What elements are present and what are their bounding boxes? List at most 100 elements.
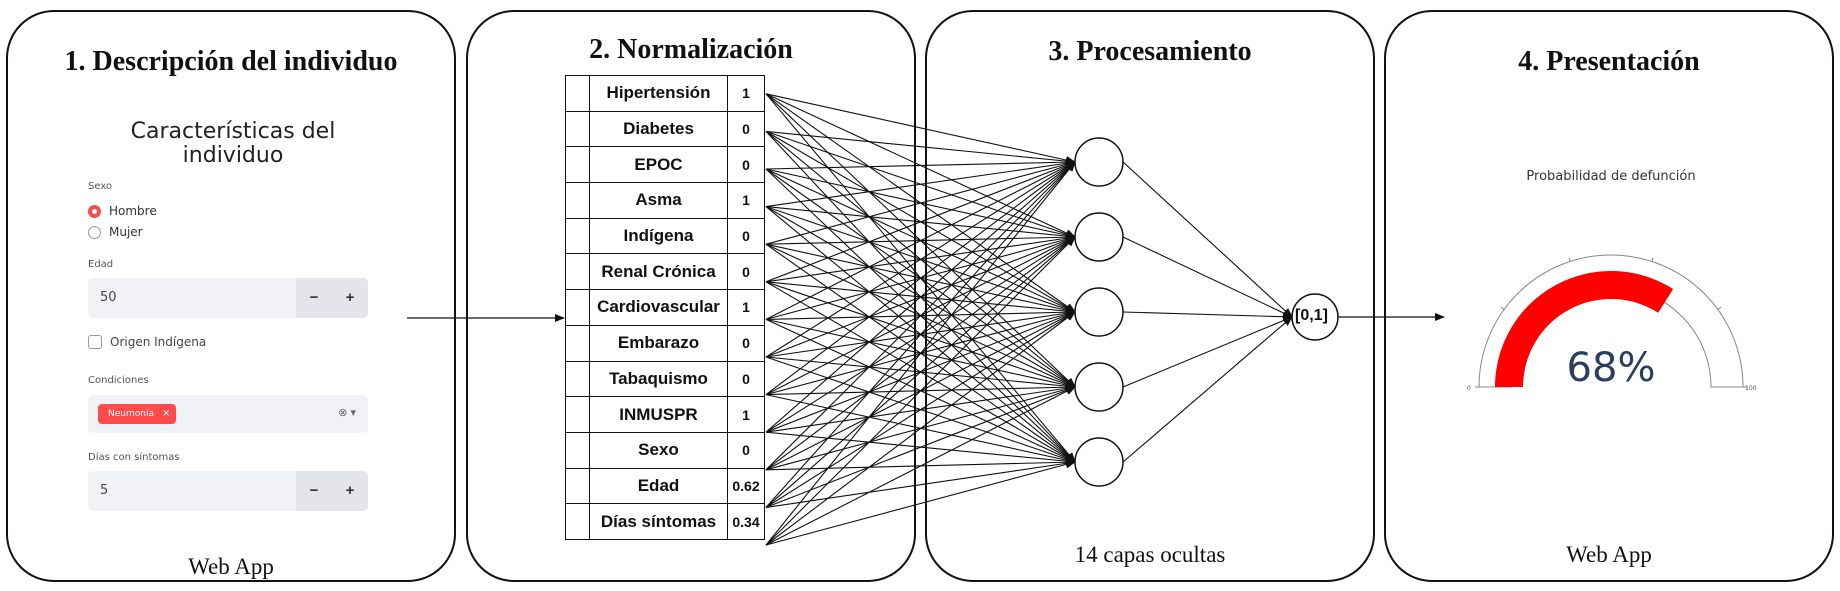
input-hidden-connection [765,386,1076,546]
dias-value: 5 [100,483,109,498]
feature-value: 0 [727,360,765,398]
input-hidden-connection [765,161,1076,433]
feature-value: 0 [727,110,765,148]
input-hidden-connection [765,161,1076,396]
feature-row: Indígena 0 [565,217,765,255]
radio-unselected-icon [88,225,101,239]
gauge-tick [1717,306,1722,310]
input-hidden-connection [765,459,1076,508]
radio-hombre-label: Hombre [109,204,157,218]
dias-input[interactable]: 5 − + [88,471,368,511]
condicion-tag[interactable]: Neumonía × [98,404,177,424]
sexo-label: Sexo [88,181,113,192]
hidden-node [1074,287,1124,337]
feature-row: Cardiovascular 1 [565,289,765,326]
gauge: 0 100 [1467,254,1757,392]
edad-label: Edad [88,259,114,270]
panel-3-footer: 14 capas ocultas [1074,542,1226,567]
feature-value: 1 [727,182,765,219]
feature-row: EPOC 0 [565,146,765,184]
condiciones-multiselect[interactable]: Neumonía × ⊗ ▾ [88,395,368,433]
gauge-min-label: 0 [1467,385,1471,392]
hidden-node [1074,137,1124,187]
input-hidden-connection [765,161,1076,546]
indigena-checkbox[interactable]: Origen Indígena [88,335,206,349]
panel-descripcion: 1. Descripción del individuo Característ… [6,10,456,582]
feature-value: 0.62 [727,467,765,505]
feature-value: 1 [727,75,765,112]
input-hidden-connection [765,93,1076,164]
gauge-tick [1500,306,1505,310]
radio-mujer[interactable]: Mujer [88,225,143,239]
radio-selected-icon [88,204,101,218]
edad-value: 50 [100,290,117,305]
dias-increment-button[interactable]: + [332,471,368,511]
feature-row: Sexo 0 [565,431,765,469]
input-hidden-connection [765,460,1076,546]
feature-index-cell [565,503,590,540]
panel-2-title: 2. Normalización [589,34,793,65]
radio-hombre[interactable]: Hombre [88,204,157,218]
feature-name: Días síntomas [589,503,728,540]
feature-row: Embarazo 0 [565,324,765,362]
hidden-output-connection [1122,316,1293,463]
feature-name: Sexo [589,431,728,469]
hidden-output-connection [1122,316,1293,388]
feature-index-cell [565,396,590,433]
hidden-output-connection [1122,236,1293,318]
feature-value: 1 [727,396,765,433]
feature-row: Edad 0.62 [565,467,765,505]
feature-value: 0 [727,217,765,255]
input-hidden-connection [765,160,1076,245]
panel-4-title: 4. Presentación [1518,46,1700,77]
gauge-max-label: 100 [1745,385,1757,392]
tag-close-icon[interactable]: × [161,408,171,419]
input-hidden-connection [765,161,1076,320]
hidden-node [1074,212,1124,262]
radio-mujer-label: Mujer [109,225,143,239]
input-hidden-connection [765,311,1076,546]
panel-3-title: 3. Procesamiento [1048,36,1252,67]
feature-name: INMUSPR [589,396,728,433]
condicion-tag-label: Neumonía [108,409,154,419]
gauge-value-arc [1495,271,1674,387]
feature-row: Asma 1 [565,182,765,219]
input-hidden-connection [765,161,1076,471]
hidden-node [1074,362,1124,412]
feature-row: Días síntomas 0.34 [565,503,765,540]
feature-value: 1 [727,289,765,326]
form-title: Características del individuo [8,120,458,168]
feature-name: Cardiovascular [589,289,728,326]
input-hidden-connection [765,236,1076,508]
feature-row: Renal Crónica 0 [565,253,765,291]
feature-value: 0.34 [727,503,765,540]
hidden-output-connection [1122,311,1293,321]
input-hidden-connection [765,161,1076,508]
panel-presentacion: 4. Presentación Probabilidad de defunció… [1384,10,1834,582]
feature-table: Hipertensión 1 Diabetes 0 EPOC 0 Asma 1 Indígena… [565,75,765,540]
edad-input[interactable]: 50 − + [88,278,368,318]
input-hidden-connection [765,130,1076,166]
form-title-line1: Características del [130,119,336,144]
gauge-ticks [1475,257,1747,388]
panel-4-footer: Web App [1566,542,1652,567]
input-hidden-connection [765,311,1076,508]
feature-row: INMUSPR 1 [565,396,765,433]
input-hidden-connection [765,159,1076,208]
dias-label: Días con síntomas [88,452,180,463]
edad-increment-button[interactable]: + [332,278,368,318]
feature-name: Embarazo [589,324,728,362]
dias-decrement-button[interactable]: − [296,471,332,511]
edad-decrement-button[interactable]: − [296,278,332,318]
checkbox-icon [88,335,102,349]
panel-1-title: 1. Descripción del individuo [64,46,398,77]
form-title-line2: individuo [182,143,284,168]
gauge-value: 68% [1566,345,1656,391]
indigena-label: Origen Indígena [110,335,207,349]
input-hidden-connection [765,386,1076,508]
clear-dropdown-icon[interactable]: ⊗ ▾ [338,407,356,419]
input-hidden-connection [765,161,1076,283]
gauge-title: Probabilidad de defunción [1526,169,1696,184]
input-hidden-connection [765,236,1076,546]
